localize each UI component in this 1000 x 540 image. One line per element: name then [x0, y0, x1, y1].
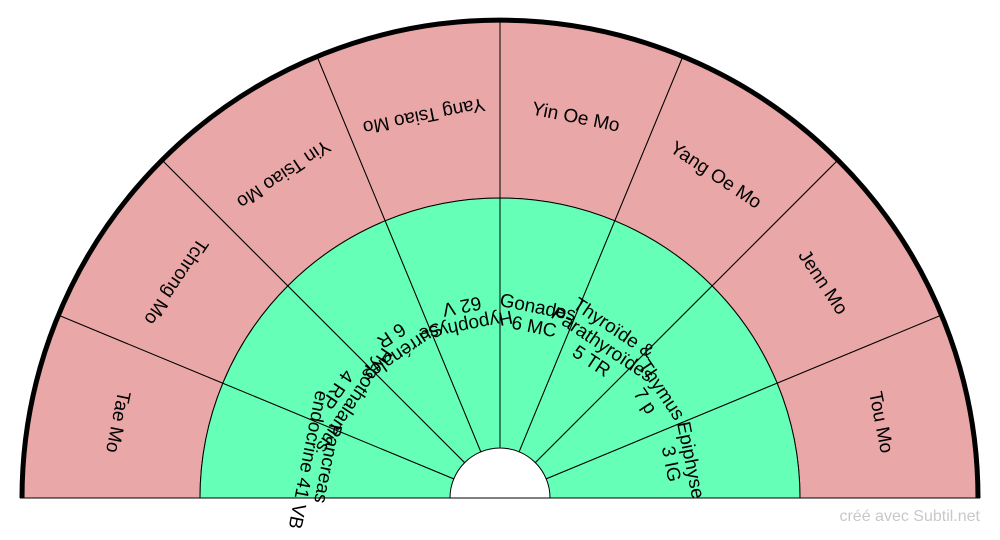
credit-text: créé avec Subtil.net — [839, 508, 980, 525]
inner-sector-gonades — [499, 197, 616, 453]
inner-ring — [199, 197, 801, 499]
inner-sector-surrenales — [287, 220, 482, 464]
inner-sector-pancreas — [199, 382, 455, 499]
outer-border-arc — [19, 17, 981, 499]
inner-sector-thymus — [534, 285, 778, 480]
inner-sector-thyroide — [518, 220, 713, 464]
inner-sector-hypophyse — [384, 197, 501, 453]
inner-sector-epiphyse — [545, 382, 801, 499]
inner-sector-hypothalamus — [222, 285, 466, 480]
